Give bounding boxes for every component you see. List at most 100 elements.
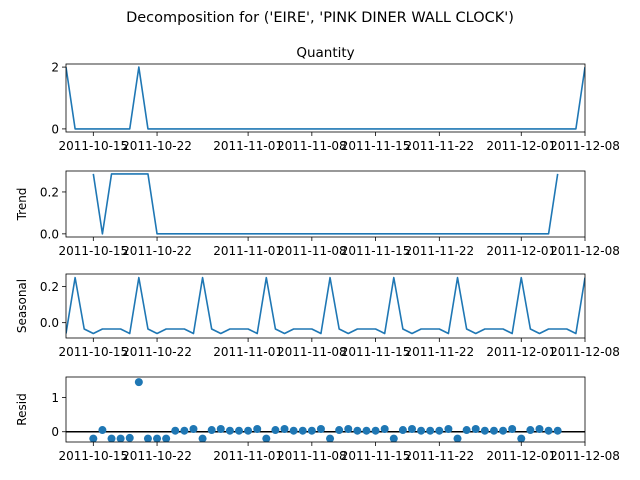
resid-point <box>153 434 162 442</box>
x-tick-label: 2011-11-01 <box>213 449 283 463</box>
x-tick-label: 2011-10-22 <box>122 139 192 153</box>
resid-point <box>307 426 316 435</box>
resid-point <box>125 433 134 442</box>
resid-point <box>253 425 262 433</box>
resid-point <box>298 426 307 435</box>
y-tick-label: 0 <box>51 425 59 439</box>
figure-suptitle: Decomposition for ('EIRE', 'PINK DINER W… <box>126 10 514 26</box>
x-tick-label: 2011-11-08 <box>277 244 347 258</box>
x-tick-label: 2011-11-01 <box>213 345 283 359</box>
resid-point <box>489 426 498 435</box>
y-tick-label: 2 <box>51 61 59 75</box>
axes-frame <box>65 170 586 238</box>
resid-point <box>134 378 143 387</box>
resid-point <box>198 434 207 442</box>
x-tick-label: 2011-10-22 <box>122 345 192 359</box>
plot-area <box>66 276 585 335</box>
resid-point <box>480 426 489 435</box>
x-tick-label: 2011-12-01 <box>486 244 556 258</box>
x-tick-label: 2011-12-01 <box>486 449 556 463</box>
y-tick-label: 0.0 <box>40 227 59 241</box>
resid-point <box>216 425 225 433</box>
resid-point <box>98 426 107 435</box>
x-tick-label: 2011-10-22 <box>122 244 192 258</box>
x-tick-label: 2011-10-15 <box>58 244 128 258</box>
x-tick-label: 2011-10-15 <box>58 345 128 359</box>
x-tick-label: 2011-12-08 <box>550 449 620 463</box>
resid-point <box>426 426 435 435</box>
y-tick-label: 0 <box>51 122 59 136</box>
x-tick-label: 2011-11-08 <box>277 449 347 463</box>
resid-point <box>207 426 216 435</box>
resid-point <box>544 426 553 435</box>
y-tick-label: 0.2 <box>40 280 59 294</box>
resid-point <box>107 434 116 442</box>
resid-point <box>462 426 471 435</box>
series-line <box>66 66 585 130</box>
axes-frame <box>65 63 586 133</box>
plot-area <box>92 173 559 235</box>
y-axis-label: Seasonal <box>15 279 29 333</box>
x-tick-label: 2011-11-22 <box>404 139 474 153</box>
y-axis-label: Resid <box>15 393 29 425</box>
resid-point <box>335 426 344 435</box>
resid-point <box>225 426 234 435</box>
resid-point <box>444 425 453 433</box>
resid-point <box>171 426 180 435</box>
x-tick-label: 2011-11-22 <box>404 244 474 258</box>
x-tick-label: 2011-11-01 <box>213 244 283 258</box>
resid-point <box>235 426 243 435</box>
x-tick-label: 2011-11-22 <box>404 449 474 463</box>
resid-point <box>535 425 544 433</box>
panel-title: Quantity <box>296 45 354 61</box>
x-tick-label: 2011-11-15 <box>341 345 411 359</box>
resid-point <box>326 434 335 442</box>
series-line <box>92 173 559 235</box>
resid-point <box>435 426 444 435</box>
x-tick-label: 2011-12-08 <box>550 139 620 153</box>
y-tick-label: 0.0 <box>40 316 59 330</box>
x-tick-label: 2011-11-08 <box>277 139 347 153</box>
resid-point <box>517 434 526 442</box>
x-tick-label: 2011-10-15 <box>58 139 128 153</box>
resid-point <box>417 426 426 435</box>
x-tick-label: 2011-12-01 <box>486 345 556 359</box>
resid-point <box>280 425 289 433</box>
x-tick-label: 2011-11-15 <box>341 244 411 258</box>
resid-point <box>353 426 362 435</box>
resid-point <box>189 425 198 433</box>
resid-point <box>344 425 353 433</box>
resid-point <box>271 426 280 435</box>
x-tick-label: 2011-12-08 <box>550 244 620 258</box>
x-tick-label: 2011-12-01 <box>486 139 556 153</box>
y-axis-label: Trend <box>15 188 29 222</box>
x-tick-label: 2011-10-22 <box>122 449 192 463</box>
resid-point <box>526 426 535 435</box>
x-tick-label: 2011-11-22 <box>404 345 474 359</box>
resid-point <box>316 425 325 433</box>
resid-point <box>362 426 371 435</box>
resid-point <box>289 426 298 435</box>
resid-point <box>389 434 398 442</box>
y-tick-label: 0.2 <box>40 185 59 199</box>
resid-point <box>398 426 407 435</box>
series-line <box>66 276 585 335</box>
resid-point <box>499 426 508 435</box>
resid-point <box>180 426 189 435</box>
x-tick-label: 2011-12-08 <box>550 345 620 359</box>
resid-point <box>116 434 125 442</box>
resid-point <box>89 434 98 442</box>
axes-frame <box>65 273 586 339</box>
x-tick-label: 2011-11-15 <box>341 139 411 153</box>
resid-point <box>244 426 253 435</box>
x-tick-label: 2011-11-15 <box>341 449 411 463</box>
resid-point <box>553 426 562 435</box>
resid-point <box>471 425 480 433</box>
y-tick-label: 1 <box>51 391 59 405</box>
